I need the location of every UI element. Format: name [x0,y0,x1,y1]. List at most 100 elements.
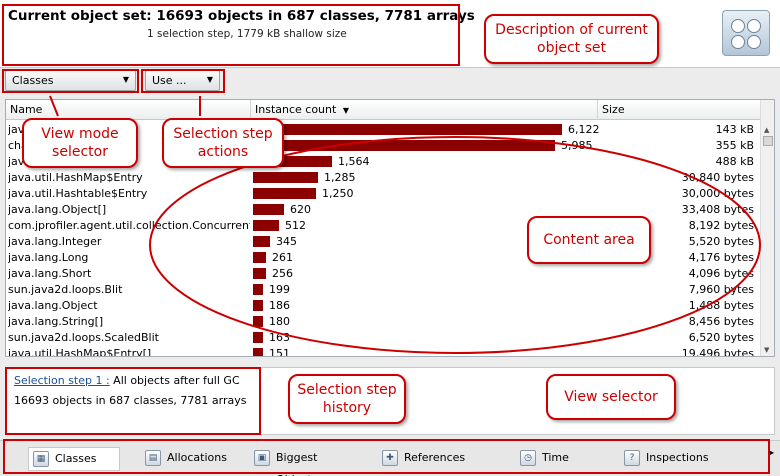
annotation-frame-selection-actions [141,69,225,93]
scroll-up-icon[interactable]: ▲ [764,126,770,134]
instance-count-bar [253,156,332,167]
class-name-cell: com.jprofiler.agent.util.collection.Conc… [8,219,250,232]
callout-description: Description of current object set [484,14,659,64]
view-tab-classes[interactable]: ▦ Classes [28,447,120,471]
column-header-name[interactable]: Name [6,100,251,120]
view-tab-label: Classes [55,452,97,465]
callout-view-selector: View selector [546,374,676,420]
content-table: Name Instance count ▼ Size java.lang.Str… [5,99,775,357]
instance-count-cell: 1,285 [324,171,356,184]
class-name-cell: sun.java2d.loops.Blit [8,283,123,296]
view-tab-label: Inspections [646,451,709,464]
instance-count-cell: 180 [269,315,290,328]
vertical-scrollbar[interactable]: ▲ ▼ [760,100,774,356]
view-tab-label: Allocations [167,451,227,464]
instance-count-cell: 1,564 [338,155,370,168]
instance-count-bar [253,300,263,311]
callout-selection-actions: Selection step actions [162,118,284,168]
inspections-icon: ? [624,450,640,466]
instance-count-bar [253,140,555,151]
view-tab-label: Time [542,451,569,464]
size-cell: 30,000 bytes [681,187,754,200]
view-mode-select[interactable]: Classes ▼ [5,70,136,91]
scrollbar-thumb[interactable] [763,136,773,146]
column-header-instance-count[interactable]: Instance count ▼ [251,100,598,120]
instance-count-cell: 151 [269,347,290,357]
view-tab-references[interactable]: ✚ References [378,447,468,471]
table-row[interactable]: java.lang.String[] 180 8,456 bytes [6,314,758,330]
selection-step-summary: 16693 objects in 687 classes, 7781 array… [14,394,247,407]
class-name-cell: java.lang.Integer [8,235,102,248]
column-header-size[interactable]: Size [602,103,625,116]
table-row[interactable]: java.lang.Short 256 4,096 bytes [6,266,758,282]
instance-count-bar [253,236,270,247]
size-cell: 488 kB [715,155,754,168]
annotation-frame-description [2,4,460,66]
sort-descending-icon: ▼ [342,106,349,115]
size-cell: 33,408 bytes [681,203,754,216]
class-name-cell: java.lang.Object[] [8,203,107,216]
column-header-instance-count-label: Instance count [255,103,337,116]
table-row[interactable]: sun.java2d.loops.ScaledBlit 163 6,520 byte… [6,330,758,346]
scroll-right-icon[interactable]: ▶ [768,448,775,457]
instance-count-cell: 186 [269,299,290,312]
size-cell: 355 kB [715,139,754,152]
size-cell: 143 kB [715,123,754,136]
class-name-cell: java.util.HashMap$Entry[] [8,347,152,357]
annotation-frame-view-selector [3,439,770,474]
view-tab-biggest-objects[interactable]: ▣ Biggest Objects [250,447,360,476]
view-tab-inspections[interactable]: ? Inspections [620,447,710,471]
table-row[interactable]: java.lang.Object[] 620 33,408 bytes [6,202,758,218]
size-cell: 8,456 bytes [688,315,754,328]
selection-step-description: All objects after full GC [109,374,240,387]
annotation-frame-view-mode [2,69,139,93]
instance-count-cell: 1,250 [322,187,354,200]
class-name-cell: java.util.Hashtable$Entry [8,187,148,200]
instance-count-bar [253,188,316,199]
callout-view-mode: View mode selector [22,118,138,168]
use-button-label: Use ... [152,74,187,87]
instance-count-bar [253,220,279,231]
instance-count-bar [253,332,263,343]
view-tab-label: References [404,451,466,464]
scroll-down-icon[interactable]: ▼ [764,346,770,354]
chevron-down-icon: ▼ [122,75,129,84]
instance-count-bar [253,268,266,279]
size-cell: 19,496 bytes [681,347,754,357]
instance-count-cell: 512 [285,219,306,232]
instance-count-bar [253,284,263,295]
chevron-down-icon: ▼ [206,75,213,84]
table-row[interactable]: java.util.Hashtable$Entry 1,250 30,000 byt… [6,186,758,202]
instance-count-bar [253,204,284,215]
instance-count-cell: 620 [290,203,311,216]
size-cell: 8,192 bytes [688,219,754,232]
class-name-cell: java.lang.Object [8,299,98,312]
table-row[interactable]: java.lang.Object 186 1,488 bytes [6,298,758,314]
table-row[interactable]: com.jprofiler.agent.util.collection.Conc… [6,218,758,234]
allocations-icon: ▤ [145,450,161,466]
object-set-subtitle: 1 selection step, 1779 kB shallow size [147,28,347,40]
size-cell: 4,096 bytes [688,267,754,280]
instance-count-cell: 261 [272,251,293,264]
view-tab-allocations[interactable]: ▤ Allocations [141,447,231,471]
instance-count-cell: 256 [272,267,293,280]
class-name-cell: sun.java2d.loops.ScaledBlit [8,331,159,344]
table-row[interactable]: java.util.HashMap$Entry[] 151 19,496 bytes [6,346,758,357]
table-header: Name Instance count ▼ Size [6,100,762,120]
instance-count-bar [253,172,318,183]
selection-step-link[interactable]: Selection step 1 : [14,374,110,387]
references-icon: ✚ [382,450,398,466]
table-row[interactable]: java.lang.Integer 345 5,520 bytes [6,234,758,250]
table-row[interactable]: java.lang.Long 261 4,176 bytes [6,250,758,266]
instance-count-cell: 199 [269,283,290,296]
size-cell: 5,520 bytes [688,235,754,248]
heap-walker-icon [722,10,770,56]
view-tab-time[interactable]: ◷ Time [516,447,576,471]
view-mode-value: Classes [12,74,54,87]
class-name-cell: java.lang.String[] [8,315,104,328]
biggest-objects-icon: ▣ [254,450,270,466]
instance-count-bar [253,252,266,263]
class-name-cell: java.lang.Long [8,251,89,264]
time-icon: ◷ [520,450,536,466]
